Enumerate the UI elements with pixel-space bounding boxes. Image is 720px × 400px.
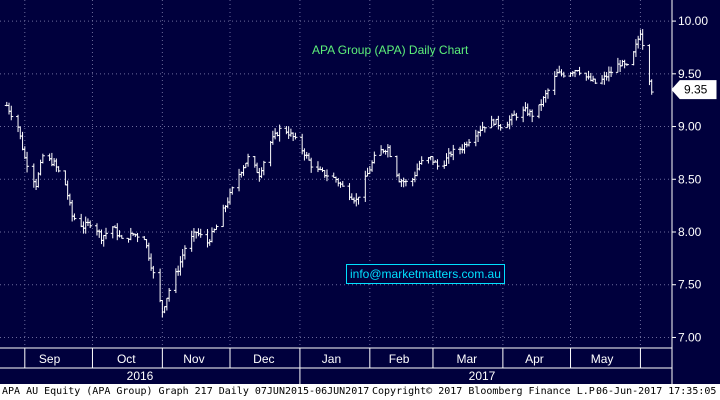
footer-timestamp: 06-Jun-2017 17:35:05 [596, 386, 717, 397]
x-month-label: Feb [389, 352, 410, 366]
price-bar [88, 220, 93, 229]
last-price-marker: 9.35 [671, 80, 717, 100]
price-bar [56, 166, 61, 173]
price-bar [561, 71, 566, 78]
price-bar [261, 160, 266, 176]
x-month-label: Sep [39, 352, 61, 366]
price-bar [309, 157, 314, 173]
price-bar [530, 109, 535, 123]
x-month-label: Apr [525, 352, 544, 366]
price-bar [419, 156, 424, 165]
price-bar [151, 265, 156, 279]
last-price-box [671, 80, 717, 100]
price-bar [649, 79, 654, 95]
price-bar [214, 224, 219, 231]
x-month-label: Oct [117, 352, 136, 366]
price-bar [198, 228, 203, 238]
price-bar [40, 153, 45, 164]
price-bar [167, 287, 172, 302]
price-bar [182, 245, 187, 260]
price-bar [593, 78, 598, 84]
price-bar [135, 232, 140, 243]
price-chart: 7.00 7.50 8.00 8.50 9.00 9.50 10.00 9.35 Sep Oct… [0, 0, 720, 384]
price-bar [435, 159, 440, 170]
y-tick-label: 8.00 [678, 225, 702, 239]
footer-security-info: APA AU Equity (APA Group) Graph 217 Dail… [2, 386, 370, 397]
price-bar [467, 139, 472, 147]
price-bar [246, 153, 251, 167]
grid-lines [0, 0, 672, 348]
y-tick-label: 10.00 [678, 14, 708, 28]
x-axis: Sep Oct Nov Dec Jan Feb Mar Apr May 2016 2017 [0, 347, 672, 384]
y-tick-label: 7.00 [678, 330, 702, 344]
footer-copyright: Copyright© 2017 Bloomberg Finance L.P. [372, 386, 601, 397]
price-bar [25, 151, 30, 173]
price-bar [609, 66, 614, 77]
price-bar [577, 66, 582, 76]
price-bar [72, 213, 77, 221]
price-bar [230, 186, 235, 195]
price-bar [388, 145, 393, 158]
chart-background [0, 0, 720, 384]
price-bar [356, 196, 361, 205]
x-month-label: Jan [322, 352, 341, 366]
y-tick-label: 9.00 [678, 120, 702, 134]
price-bar [624, 63, 629, 66]
price-bar [324, 169, 329, 182]
price-bar [514, 112, 519, 121]
x-month-label: Nov [183, 352, 204, 366]
y-axis: 7.00 7.50 8.00 8.50 9.00 9.50 10.00 9.35 [671, 0, 717, 384]
price-bar [9, 105, 14, 121]
x-year-label: 2016 [127, 369, 154, 383]
chart-title: APA Group (APA) Daily Chart [312, 43, 469, 57]
price-bar [277, 124, 282, 142]
y-tick-label: 9.50 [678, 67, 702, 81]
price-bar [372, 151, 377, 164]
price-bar [103, 227, 108, 240]
price-bar [119, 234, 124, 239]
x-month-label: May [591, 352, 614, 366]
price-bar [640, 29, 645, 50]
x-month-label: Dec [253, 352, 274, 366]
price-bars [4, 29, 654, 318]
x-month-label: Mar [456, 352, 477, 366]
price-bar [451, 144, 456, 161]
footer-bar: APA AU Equity (APA Group) Graph 217 Dail… [0, 384, 720, 400]
price-bar [498, 124, 503, 131]
price-bar [403, 179, 408, 187]
price-bar [293, 132, 298, 140]
price-bar [545, 88, 550, 99]
price-bar [482, 126, 487, 133]
y-tick-label: 8.50 [678, 172, 702, 186]
y-tick-label: 7.50 [678, 278, 702, 292]
email-label[interactable]: info@marketmatters.com.au [346, 264, 505, 284]
x-year-label: 2017 [469, 369, 496, 383]
last-price-label: 9.35 [684, 83, 708, 97]
price-bar [340, 180, 345, 187]
